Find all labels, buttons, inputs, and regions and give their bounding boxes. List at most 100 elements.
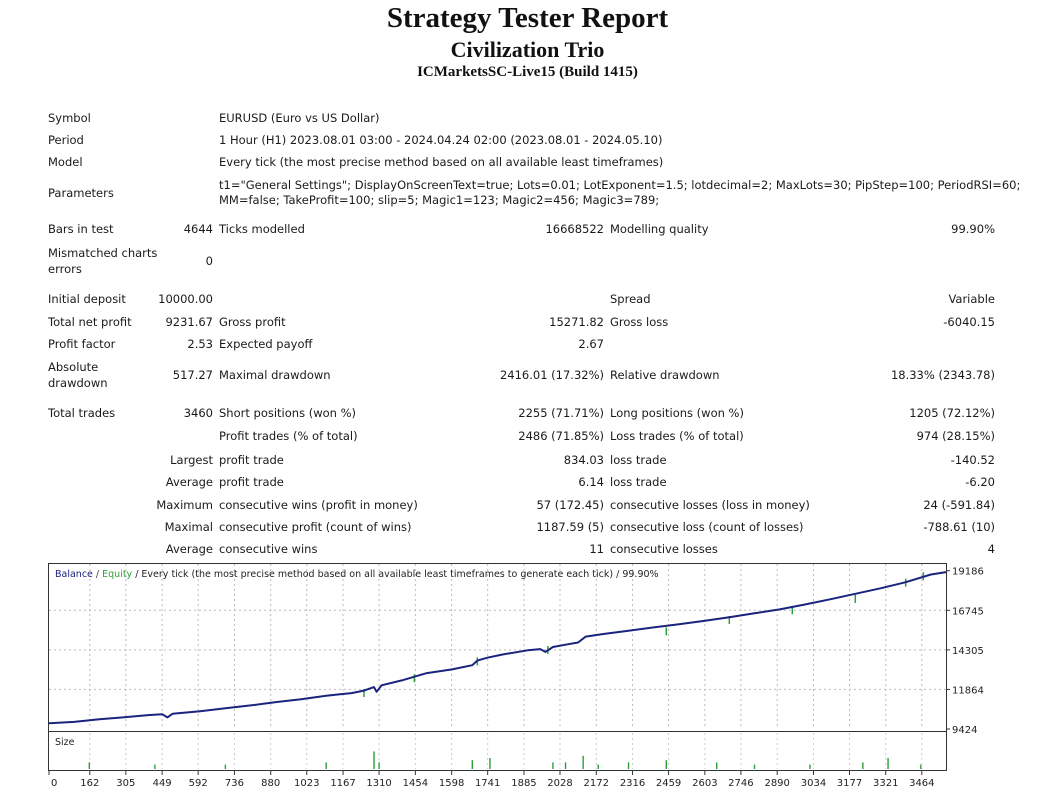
x-tick-label: 1167 xyxy=(330,778,355,789)
x-tick-label: 3177 xyxy=(837,778,862,789)
max-consecutive-losses-label: consecutive losses (loss in money) xyxy=(610,498,810,512)
total-net-profit-label: Total net profit xyxy=(48,315,132,329)
size-label: Size xyxy=(55,737,75,748)
x-tick-label: 2316 xyxy=(620,778,645,789)
x-tick-label: 2746 xyxy=(728,778,753,789)
server-build: ICMarketsSC-Live15 (Build 1415) xyxy=(417,64,638,80)
max-consecutive-wins-label: consecutive wins (profit in money) xyxy=(219,498,418,512)
total-trades-label: Total trades xyxy=(48,406,116,420)
ticks-value: 16668522 xyxy=(545,222,604,236)
x-tick-label: 2603 xyxy=(692,778,717,789)
x-tick-label: 449 xyxy=(153,778,172,789)
gross-loss-value: -6040.15 xyxy=(943,315,995,329)
largest-label: Largest xyxy=(170,453,213,467)
x-tick-label: 2459 xyxy=(656,778,681,789)
profit-factor-value: 2.53 xyxy=(187,337,213,351)
x-axis-ticks: 0 162 305 449 592 736 880 1023 1167 1310 1454 1598 1… xyxy=(48,771,935,789)
average-loss-label: loss trade xyxy=(610,475,667,489)
y-tick-label: 19186 xyxy=(952,567,984,578)
loss-trades-value: 974 (28.15%) xyxy=(916,429,995,443)
parameters-label: Parameters xyxy=(48,186,114,200)
mismatch-label-2: errors xyxy=(48,262,82,276)
x-tick-label: 2172 xyxy=(584,778,609,789)
largest-profit-label: profit trade xyxy=(219,453,284,467)
gross-loss-label: Gross loss xyxy=(610,315,669,329)
bars-value: 4644 xyxy=(183,222,213,236)
x-tick-label: 1310 xyxy=(366,778,391,789)
average-consecutive-wins-value: 11 xyxy=(589,542,604,556)
maximal-drawdown-value: 2416.01 (17.32%) xyxy=(499,368,604,382)
maximal-label: Maximal xyxy=(164,520,213,534)
maximal-consecutive-loss-value: -788.61 (10) xyxy=(923,520,995,534)
mismatch-label-1: Mismatched charts xyxy=(48,246,158,260)
x-tick-label: 880 xyxy=(261,778,280,789)
model-value: Every tick (the most precise method base… xyxy=(219,155,664,169)
short-positions-label: Short positions (won %) xyxy=(219,406,357,420)
absolute-drawdown-label-1: Absolute xyxy=(48,360,99,374)
x-tick-label: 3321 xyxy=(873,778,898,789)
initial-deposit-label: Initial deposit xyxy=(48,292,126,306)
short-positions-value: 2255 (71.71%) xyxy=(518,406,604,420)
chart-frame xyxy=(48,563,947,771)
x-tick-label: 592 xyxy=(189,778,208,789)
quality-value: 99.90% xyxy=(951,222,995,236)
total-trades-value: 3460 xyxy=(183,406,213,420)
quality-label: Modelling quality xyxy=(610,222,709,236)
symbol-value: EURUSD (Euro vs US Dollar) xyxy=(219,111,380,125)
maximal-consecutive-profit-label: consecutive profit (count of wins) xyxy=(219,520,412,534)
gross-profit-label: Gross profit xyxy=(219,315,286,329)
average-profit-value: 6.14 xyxy=(578,475,604,489)
x-tick-label: 1885 xyxy=(511,778,536,789)
maximal-drawdown-label: Maximal drawdown xyxy=(219,368,331,382)
bars-label: Bars in test xyxy=(48,222,114,236)
mismatch-value: 0 xyxy=(205,254,213,268)
y-axis-ticks: 19186 16745 14305 11864 9424 xyxy=(946,567,984,736)
parameters-line-1: t1="General Settings"; DisplayOnScreenTe… xyxy=(219,178,1021,192)
largest-loss-label: loss trade xyxy=(610,453,667,467)
relative-drawdown-value: 18.33% (2343.78) xyxy=(890,368,995,382)
period-label: Period xyxy=(48,133,84,147)
loss-trades-label: Loss trades (% of total) xyxy=(610,429,744,443)
profit-factor-label: Profit factor xyxy=(48,337,116,351)
average-loss-value: -6.20 xyxy=(965,475,995,489)
largest-loss-value: -140.52 xyxy=(950,453,995,467)
largest-profit-value: 834.03 xyxy=(563,453,604,467)
legend-balance: Balance xyxy=(55,569,93,580)
x-tick-label: 1598 xyxy=(439,778,464,789)
initial-deposit-value: 10000.00 xyxy=(158,292,213,306)
legend-equity: Equity xyxy=(102,569,132,580)
average-consecutive-wins-label: consecutive wins xyxy=(219,542,318,556)
x-tick-label: 1454 xyxy=(403,778,428,789)
symbol-label: Symbol xyxy=(48,111,91,125)
model-label: Model xyxy=(48,155,83,169)
size-bars xyxy=(88,751,922,769)
chart-legend: Balance / Equity / Every tick (the most … xyxy=(55,569,659,580)
absolute-drawdown-label-2: drawdown xyxy=(48,376,108,390)
y-tick-label: 9424 xyxy=(952,725,977,736)
gross-profit-value: 15271.82 xyxy=(549,315,604,329)
spread-value: Variable xyxy=(948,292,995,306)
profit-trades-value: 2486 (71.85%) xyxy=(518,429,604,443)
x-tick-label: 2890 xyxy=(764,778,789,789)
x-tick-label: 3464 xyxy=(909,778,934,789)
balance-line xyxy=(48,571,947,725)
chart-grid xyxy=(49,564,946,769)
x-tick-label: 0 xyxy=(51,778,57,789)
y-tick-label: 11864 xyxy=(952,685,984,696)
period-value: 1 Hour (H1) 2023.08.01 03:00 - 2024.04.2… xyxy=(219,133,663,147)
x-tick-label: 2028 xyxy=(547,778,572,789)
max-consecutive-losses-value: 24 (-591.84) xyxy=(923,498,995,512)
long-positions-label: Long positions (won %) xyxy=(610,406,744,420)
spread-label: Spread xyxy=(610,292,651,306)
average-consecutive-losses-label: consecutive losses xyxy=(610,542,718,556)
average-consecutive-label: Average xyxy=(165,542,213,556)
x-tick-label: 1741 xyxy=(475,778,500,789)
x-tick-label: 162 xyxy=(80,778,99,789)
legend-sep: / xyxy=(93,569,102,580)
maximal-consecutive-loss-label: consecutive loss (count of losses) xyxy=(610,520,804,534)
expected-payoff-label: Expected payoff xyxy=(219,337,313,351)
x-tick-label: 305 xyxy=(116,778,135,789)
y-tick-label: 16745 xyxy=(952,606,984,617)
chart-series xyxy=(48,571,947,725)
